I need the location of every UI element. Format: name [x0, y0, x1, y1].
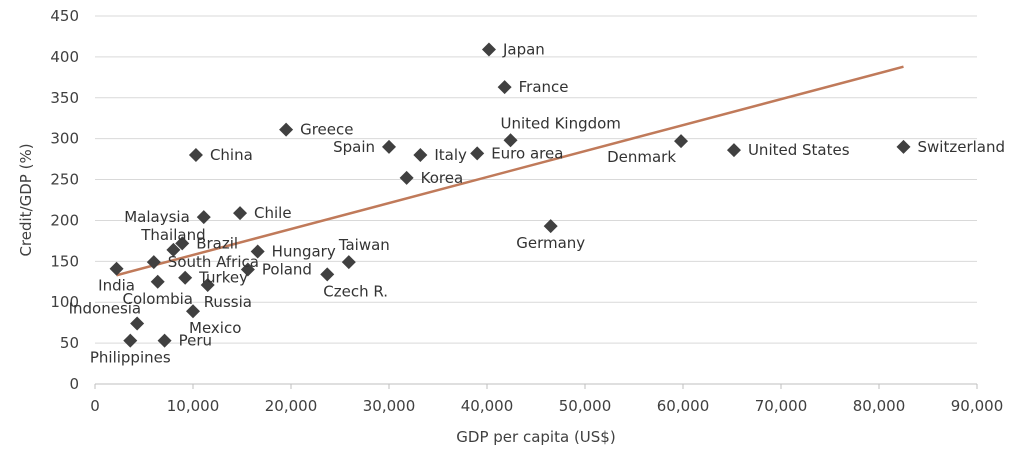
x-tick-label: 50,000	[559, 397, 612, 415]
point-label-czech-r: Czech R.	[323, 282, 388, 300]
point-label-russia: Russia	[204, 293, 252, 311]
data-point-mexico	[186, 304, 200, 319]
data-point-china	[188, 148, 203, 163]
data-point-france	[497, 80, 512, 95]
data-point-switzerland	[896, 139, 911, 154]
point-label-united-states: United States	[748, 141, 850, 159]
x-tick-label: 60,000	[657, 397, 710, 415]
point-label-denmark: Denmark	[607, 148, 676, 166]
data-point-united-kingdom	[503, 133, 518, 148]
y-tick-label: 400	[50, 48, 79, 66]
y-tick-label: 250	[50, 171, 79, 189]
point-label-china: China	[210, 146, 253, 164]
point-label-turkey: Turkey	[198, 269, 248, 287]
data-point-denmark	[674, 134, 689, 149]
data-point-spain	[382, 139, 396, 154]
data-point-philippines	[123, 333, 138, 348]
data-point-south-africa	[146, 255, 161, 270]
point-label-japan: Japan	[502, 41, 545, 59]
x-tick-label: 20,000	[265, 397, 318, 415]
point-label-spain: Spain	[333, 138, 375, 156]
data-point-korea	[399, 170, 414, 185]
point-label-united-kingdom: United Kingdom	[501, 114, 621, 132]
y-axis-ticks: 0 50 100 150 200 250 300 350 400 450	[50, 7, 79, 393]
data-points	[109, 42, 911, 348]
point-label-euro-area: Euro area	[491, 144, 563, 162]
point-label-germany: Germany	[516, 234, 585, 252]
data-point-malaysia	[196, 210, 211, 225]
point-label-colombia: Colombia	[122, 290, 193, 308]
x-axis-ticks: 0 10,000 20,000 30,000 40,000 50,000 60,000 70,…	[90, 384, 1003, 415]
y-tick-label: 300	[50, 130, 79, 148]
data-point-poland	[240, 262, 255, 277]
data-point-greece	[279, 122, 294, 137]
point-label-taiwan: Taiwan	[338, 236, 390, 254]
data-point-czech-r	[320, 267, 335, 282]
point-label-peru: Peru	[179, 332, 212, 350]
data-point-euro-area	[470, 146, 485, 161]
x-tick-label: 0	[90, 397, 100, 415]
y-tick-label: 450	[50, 7, 79, 25]
data-point-germany	[543, 219, 558, 234]
y-tick-label: 100	[50, 293, 79, 311]
y-tick-label: 50	[60, 334, 79, 352]
point-label-poland: Poland	[262, 261, 312, 279]
point-label-hungary: Hungary	[272, 243, 336, 261]
point-labels: Japan France Greece United Kingdom Denmark Un…	[69, 41, 1005, 367]
x-tick-label: 10,000	[167, 397, 220, 415]
y-tick-label: 0	[69, 375, 79, 393]
y-tick-label: 350	[50, 89, 79, 107]
x-tick-label: 40,000	[461, 397, 514, 415]
x-axis-title: GDP per capita (US$)	[456, 428, 615, 446]
x-tick-label: 70,000	[755, 397, 808, 415]
data-point-brazil	[175, 236, 190, 251]
data-point-thailand	[166, 242, 181, 257]
y-tick-label: 150	[50, 252, 79, 270]
point-label-brazil: Brazil	[196, 234, 238, 252]
data-point-taiwan	[341, 255, 356, 270]
point-label-malaysia: Malaysia	[124, 208, 190, 226]
point-label-mexico: Mexico	[189, 319, 241, 337]
x-tick-label: 80,000	[853, 397, 906, 415]
data-point-colombia	[150, 274, 165, 289]
point-label-thailand: Thailand	[140, 226, 205, 244]
point-label-italy: Italy	[434, 146, 467, 164]
point-label-india: India	[98, 277, 135, 295]
data-point-peru	[157, 333, 172, 348]
point-label-south-africa: South Africa	[168, 253, 259, 271]
data-point-russia	[200, 278, 215, 293]
point-label-switzerland: Switzerland	[918, 138, 1006, 156]
data-point-india	[109, 261, 124, 276]
grid-lines	[95, 15, 977, 344]
point-label-greece: Greece	[300, 121, 353, 139]
data-point-japan	[481, 42, 496, 57]
data-point-italy	[413, 148, 428, 163]
data-point-united-states	[726, 143, 741, 158]
point-label-indonesia: Indonesia	[69, 299, 142, 317]
x-tick-label: 30,000	[363, 397, 416, 415]
y-axis-title: Credit/GDP (%)	[17, 143, 35, 256]
point-label-chile: Chile	[254, 204, 292, 222]
x-tick-label: 90,000	[951, 397, 1004, 415]
point-label-france: France	[519, 78, 569, 96]
point-label-philippines: Philippines	[90, 349, 171, 367]
data-point-chile	[233, 206, 248, 221]
point-label-korea: Korea	[421, 169, 464, 187]
data-point-turkey	[178, 270, 193, 285]
data-point-indonesia	[130, 316, 145, 331]
data-point-hungary	[250, 244, 265, 259]
trendline	[116, 65, 904, 277]
y-tick-label: 200	[50, 211, 79, 229]
